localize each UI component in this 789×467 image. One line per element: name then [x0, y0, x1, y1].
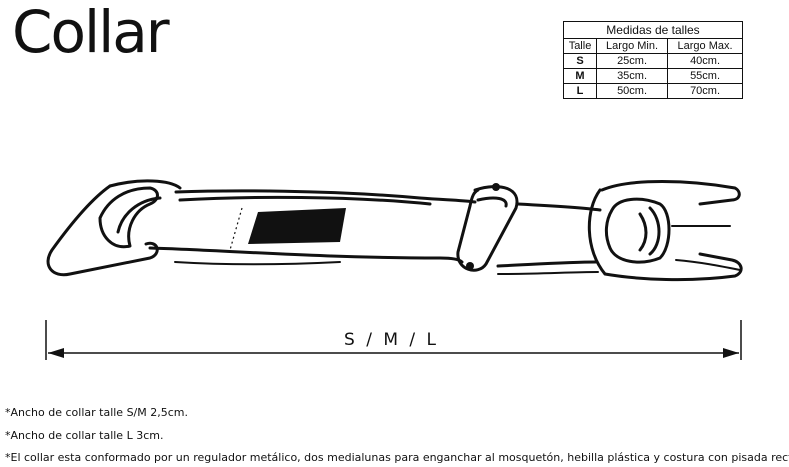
rivet-icon	[466, 262, 474, 270]
max-length-cell: 55cm.	[667, 68, 743, 84]
measurement-arrow	[45, 320, 742, 360]
rivet-icon	[492, 183, 500, 191]
size-table-header: Largo Min.	[595, 38, 669, 54]
note-width-l: *Ancho de collar talle L 3cm.	[5, 429, 164, 442]
min-length-cell: 35cm.	[595, 68, 669, 84]
measure-label: S / M / L	[344, 330, 439, 350]
size-table-caption-row: Medidas de talles	[563, 21, 743, 39]
size-cell: M	[563, 68, 597, 84]
page-title: Collar	[12, 0, 170, 66]
note-width-sm: *Ancho de collar talle S/M 2,5cm.	[5, 406, 188, 419]
size-table-header: Largo Max.	[667, 38, 743, 54]
stitch-line	[229, 207, 243, 251]
table-row: S 25cm. 40cm.	[563, 53, 743, 69]
label-patch	[248, 208, 346, 244]
size-table-header: Talle	[563, 38, 597, 54]
size-cell: L	[563, 83, 597, 99]
note-composition: *El collar esta conformado por un regula…	[5, 451, 789, 464]
min-length-cell: 50cm.	[595, 83, 669, 99]
max-length-cell: 40cm.	[667, 53, 743, 69]
collar-illustration	[46, 179, 743, 282]
max-length-cell: 70cm.	[667, 83, 743, 99]
min-length-cell: 25cm.	[595, 53, 669, 69]
size-table-caption: Medidas de talles	[563, 21, 743, 39]
table-row: L 50cm. 70cm.	[563, 83, 743, 99]
table-row: M 35cm. 55cm.	[563, 68, 743, 84]
size-table: Medidas de talles Talle Largo Min. Largo…	[563, 21, 743, 99]
size-cell: S	[563, 53, 597, 69]
size-table-header-row: Talle Largo Min. Largo Max.	[563, 38, 743, 54]
